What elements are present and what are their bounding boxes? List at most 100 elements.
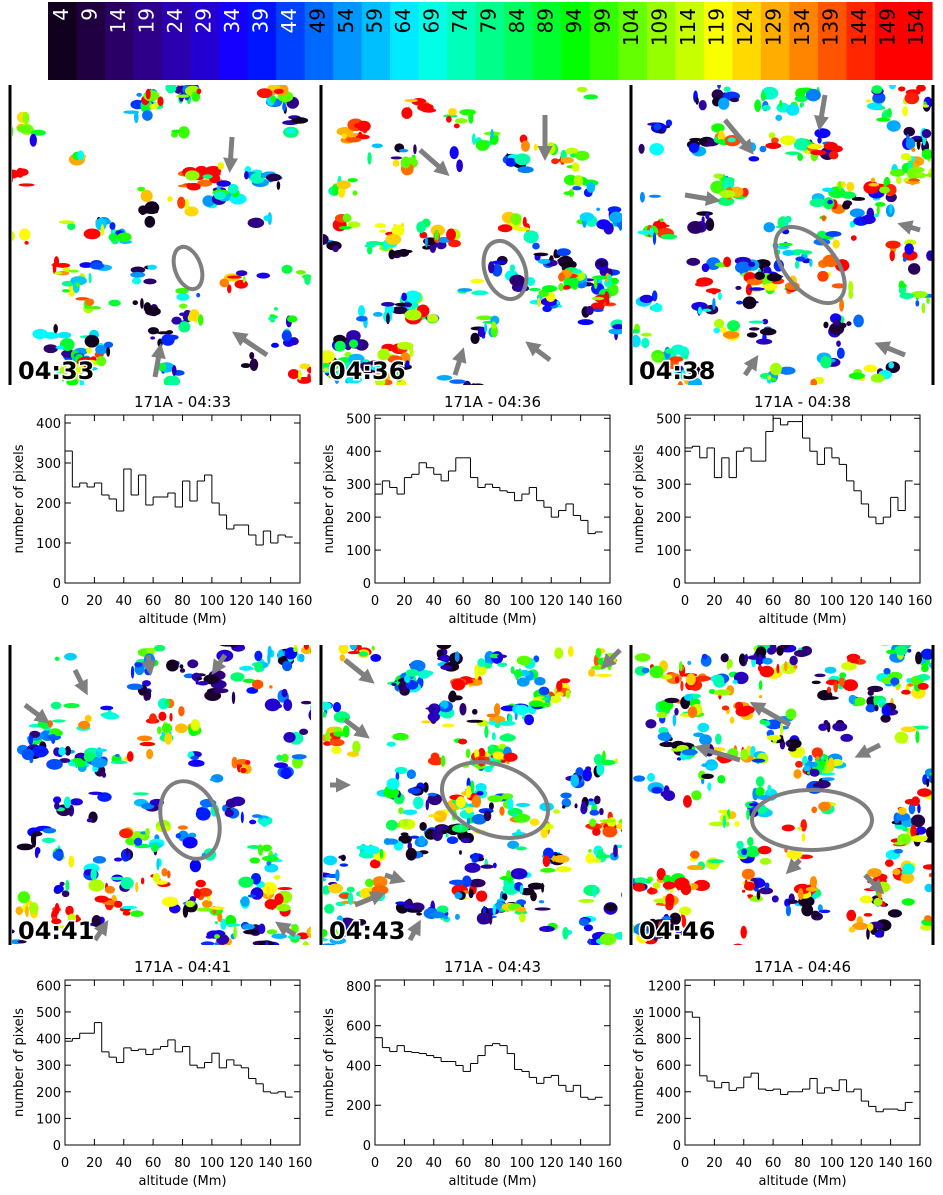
blob <box>349 645 358 651</box>
blob <box>769 645 777 655</box>
x-tick-label: 60 <box>455 1156 472 1171</box>
x-tick-label: 60 <box>145 594 162 609</box>
blob <box>917 803 921 814</box>
blob <box>97 792 112 802</box>
blob <box>571 162 580 173</box>
blob <box>41 837 56 844</box>
blob <box>488 261 495 274</box>
blob <box>121 849 131 862</box>
blob <box>758 680 763 691</box>
blob <box>53 796 62 804</box>
blob <box>104 885 116 894</box>
blob <box>141 680 151 687</box>
blob <box>466 679 474 684</box>
y-tick-label: 600 <box>346 1020 371 1035</box>
blob <box>599 808 604 816</box>
blob <box>867 690 874 696</box>
x-tick-label: 80 <box>794 1156 811 1171</box>
blob <box>150 336 155 340</box>
blob <box>764 882 770 889</box>
blob <box>905 137 916 150</box>
blob <box>901 870 905 875</box>
x-tick-label: 120 <box>229 594 254 609</box>
blob <box>427 712 440 722</box>
blob <box>276 903 291 912</box>
x-tick-label: 0 <box>681 594 689 609</box>
blob <box>814 673 826 678</box>
blob <box>920 648 932 660</box>
blob <box>706 257 721 271</box>
blob <box>175 833 182 839</box>
blob <box>167 375 181 385</box>
blob <box>106 346 111 357</box>
blob <box>499 733 516 742</box>
blob <box>705 218 715 231</box>
blob <box>126 751 134 762</box>
blob <box>839 322 847 329</box>
blob <box>424 235 428 248</box>
blob <box>219 645 235 647</box>
blob <box>306 926 311 939</box>
blob <box>662 881 676 890</box>
blob <box>812 892 817 900</box>
blob <box>694 282 709 287</box>
colorbar-label: 124 <box>733 8 757 46</box>
blob <box>714 318 725 329</box>
colorbar-cell <box>903 2 933 80</box>
blob <box>936 868 943 881</box>
x-tick-label: 140 <box>878 1156 903 1171</box>
blob <box>553 809 561 814</box>
y-tick-label: 0 <box>363 1139 371 1154</box>
blob <box>762 318 769 325</box>
blob <box>656 711 668 719</box>
blob <box>822 187 834 192</box>
blob <box>66 378 79 385</box>
timestamp: 04:41 <box>18 917 94 945</box>
blob <box>879 186 890 194</box>
blob <box>491 321 497 330</box>
x-tick-label: 60 <box>455 594 472 609</box>
blob <box>500 759 506 763</box>
highlight-ellipse <box>171 244 205 292</box>
blob <box>506 870 511 879</box>
blob <box>195 879 206 888</box>
blob <box>458 850 462 855</box>
colorbar-cell <box>48 2 78 80</box>
blob <box>421 720 433 724</box>
blob <box>818 801 831 812</box>
blob <box>736 300 743 305</box>
y-tick-label: 400 <box>36 1033 61 1048</box>
blob <box>16 125 32 133</box>
blob <box>266 854 277 859</box>
blob <box>687 706 698 718</box>
blob <box>57 331 72 339</box>
blob <box>0 938 3 948</box>
blob <box>338 925 343 934</box>
blob <box>77 150 85 161</box>
blob <box>196 676 203 681</box>
blob <box>52 262 57 274</box>
blob <box>361 361 376 374</box>
blob <box>115 753 120 758</box>
blob <box>771 272 775 281</box>
blob <box>371 885 389 896</box>
blob <box>592 827 601 836</box>
blob <box>182 836 198 849</box>
blob <box>346 330 361 342</box>
blob <box>153 102 160 107</box>
blob <box>280 753 289 763</box>
blob <box>693 732 705 738</box>
blob <box>767 375 772 380</box>
blob <box>800 102 805 107</box>
blob <box>309 928 311 936</box>
blob <box>273 88 284 94</box>
timestamp: 04:38 <box>639 357 715 385</box>
blob <box>219 278 230 288</box>
blob <box>539 925 555 933</box>
blob <box>846 181 855 192</box>
blob <box>741 848 748 856</box>
blob <box>691 790 702 801</box>
blob <box>233 926 237 939</box>
arrow <box>684 191 721 206</box>
blob <box>469 878 486 888</box>
